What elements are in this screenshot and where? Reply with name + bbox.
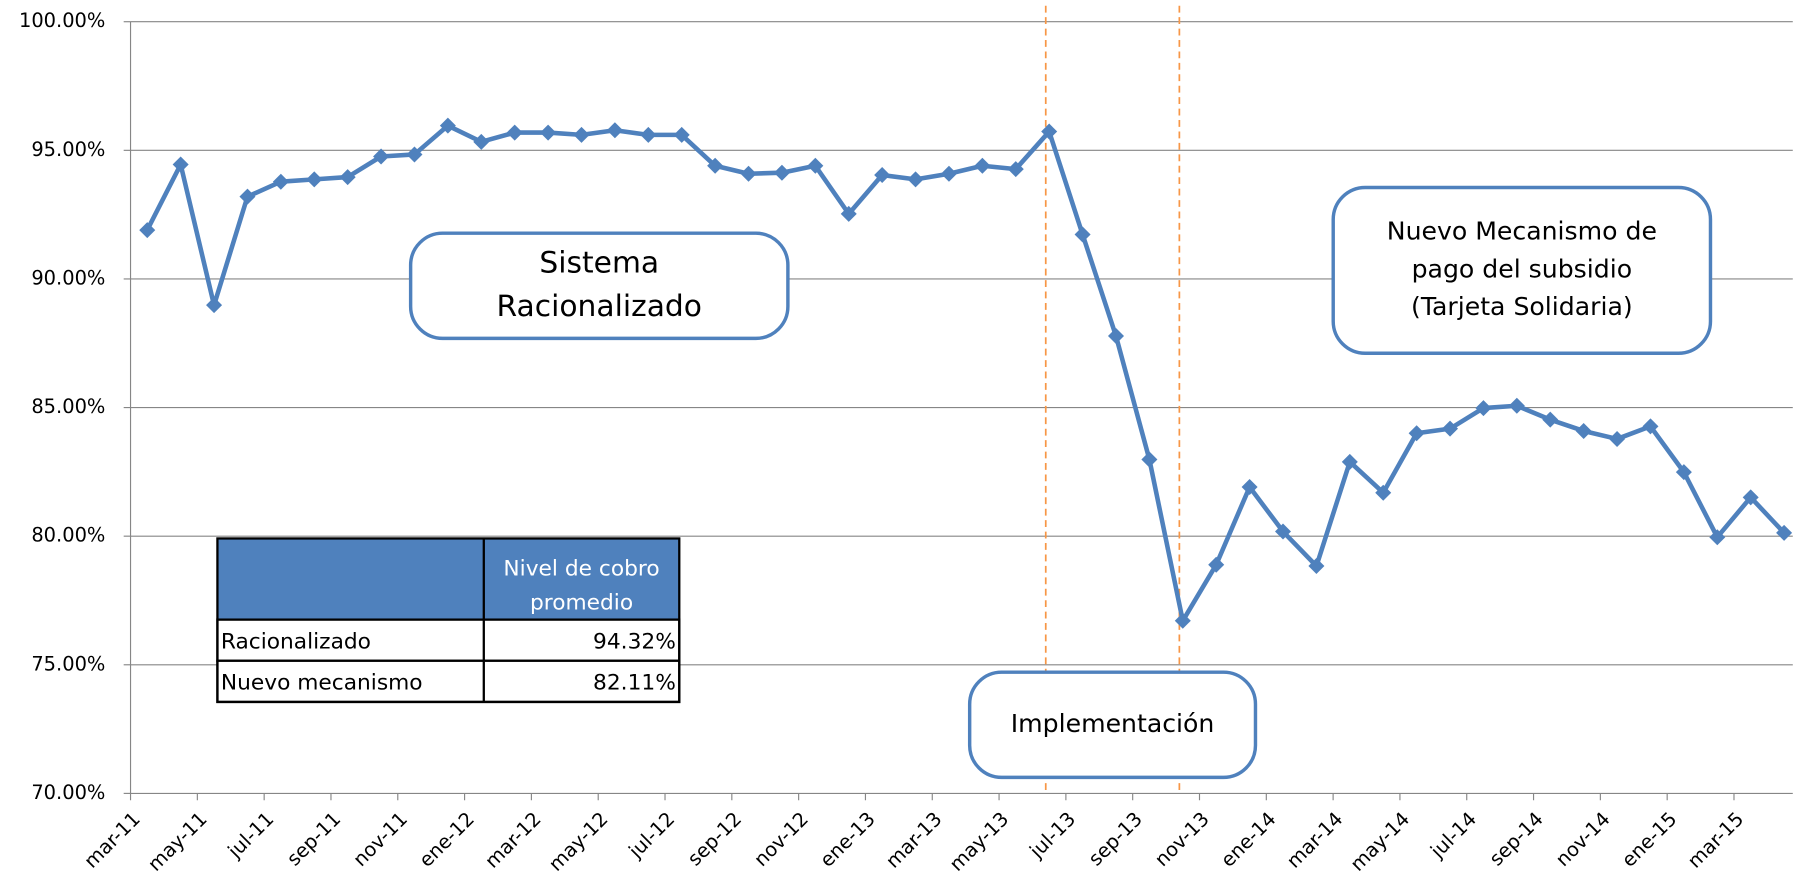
- x-tick-label: jul-14: [1425, 807, 1481, 863]
- x-tick-label: mar-14: [1282, 807, 1347, 872]
- x-tick-label: sep-12: [683, 807, 746, 870]
- annotation-box: [408, 231, 790, 341]
- point: [606, 122, 623, 139]
- point: [272, 173, 289, 190]
- x-tick-label: nov-13: [1150, 807, 1214, 871]
- x-tick-label: may-13: [945, 807, 1013, 875]
- table-row: [216, 618, 681, 662]
- y-tick-label: 90.00%: [31, 266, 105, 289]
- point: [172, 156, 189, 173]
- x-tick-label: mar-15: [1683, 807, 1748, 872]
- x-tick-label: nov-11: [349, 807, 413, 871]
- point: [740, 165, 757, 182]
- x-tick-label: may-12: [544, 807, 612, 875]
- point: [1308, 558, 1325, 575]
- point: [1107, 328, 1124, 345]
- table-cell: Nuevo mecanismo: [221, 671, 423, 696]
- x-tick-label: ene-14: [1216, 807, 1280, 871]
- x-tick-label: ene-13: [815, 807, 879, 871]
- point: [1508, 397, 1525, 414]
- x-tick-label: sep-14: [1485, 807, 1548, 870]
- x-tick-label: may-14: [1346, 807, 1414, 875]
- point: [540, 124, 557, 141]
- point: [974, 157, 991, 174]
- point: [840, 205, 857, 222]
- point: [1642, 418, 1659, 435]
- x-tick-label: mar-11: [80, 807, 145, 872]
- x-tick-label: ene-15: [1617, 807, 1681, 871]
- point: [1408, 425, 1425, 442]
- point: [874, 167, 891, 184]
- y-tick-label: 75.00%: [31, 652, 105, 675]
- point: [1609, 430, 1626, 447]
- y-tick-label: 85.00%: [31, 395, 105, 418]
- point: [907, 171, 924, 188]
- x-tick-label: mar-12: [480, 807, 545, 872]
- y-tick-label: 70.00%: [31, 781, 105, 804]
- x-tick-label: jul-13: [1024, 807, 1080, 863]
- point: [673, 126, 690, 143]
- annotation-box: [1331, 185, 1713, 355]
- x-tick-label: may-11: [143, 807, 211, 875]
- table-header-text: Nivel de cobro: [503, 556, 659, 581]
- point: [473, 133, 490, 150]
- x-tick-label: mar-13: [881, 807, 946, 872]
- point: [940, 165, 957, 182]
- y-tick-label: 95.00%: [31, 138, 105, 161]
- point: [1007, 161, 1024, 178]
- table-row: [216, 659, 681, 704]
- table-cell: Racionalizado: [221, 629, 371, 654]
- point: [1174, 612, 1191, 629]
- point: [1742, 489, 1759, 506]
- point: [239, 188, 256, 205]
- x-tick-label: nov-12: [749, 807, 813, 871]
- point: [1208, 556, 1225, 573]
- y-tick-label: 80.00%: [31, 524, 105, 547]
- y-tick-label: 100.00%: [19, 9, 105, 32]
- point: [1074, 226, 1091, 243]
- x-tick-label: nov-14: [1551, 807, 1615, 871]
- point: [1542, 411, 1559, 428]
- x-tick-label: jul-12: [624, 807, 680, 863]
- point: [640, 126, 657, 143]
- x-tick-label: ene-12: [415, 807, 479, 871]
- table-frame: [216, 537, 681, 704]
- point: [1241, 479, 1258, 496]
- x-tick-label: sep-11: [282, 807, 345, 870]
- point: [1275, 523, 1292, 540]
- x-tick-label: jul-11: [223, 807, 279, 863]
- point: [573, 126, 590, 143]
- point: [306, 171, 323, 188]
- point: [406, 146, 423, 163]
- annotation-text: pago del subsidio: [1412, 254, 1633, 283]
- annotation-box: [967, 670, 1258, 780]
- point: [373, 148, 390, 165]
- point: [206, 297, 223, 314]
- point: [1041, 123, 1058, 140]
- point: [773, 164, 790, 181]
- point: [1776, 524, 1793, 541]
- table-header-text: promedio: [530, 591, 633, 616]
- annotation-text: Sistema: [539, 246, 659, 281]
- table-cell: 94.32%: [593, 629, 676, 654]
- annotation-text: Implementación: [1011, 709, 1215, 738]
- point: [339, 169, 356, 186]
- x-tick-label: sep-13: [1084, 807, 1147, 870]
- table-cell: 82.11%: [593, 671, 676, 696]
- point: [1141, 451, 1158, 468]
- point: [1575, 422, 1592, 439]
- point: [139, 222, 156, 239]
- annotation-text: Racionalizado: [497, 289, 702, 324]
- table-header: [217, 538, 680, 620]
- point: [506, 124, 523, 141]
- annotation-text: (Tarjeta Solidaria): [1411, 292, 1633, 321]
- annotation-text: Nuevo Mecanismo de: [1387, 217, 1657, 246]
